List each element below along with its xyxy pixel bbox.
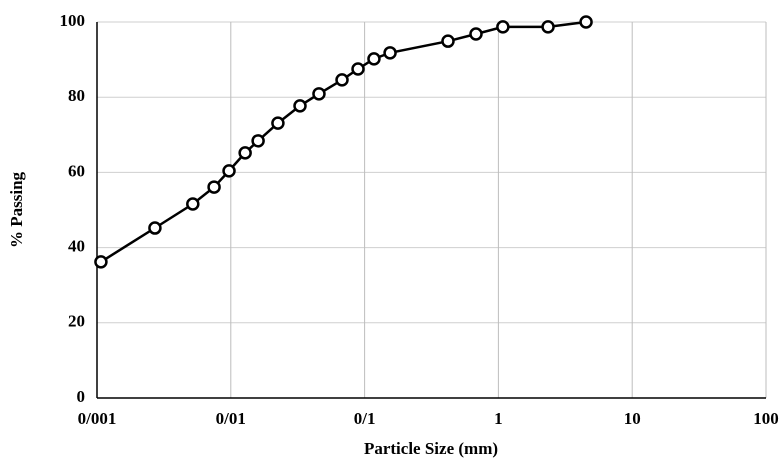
data-point bbox=[207, 180, 221, 194]
data-point bbox=[335, 73, 349, 87]
x-tick-label: 10 bbox=[624, 409, 641, 428]
x-tick-label: 0/1 bbox=[354, 409, 376, 428]
data-point bbox=[271, 116, 285, 130]
data-point bbox=[541, 20, 555, 34]
y-axis-label: % Passing bbox=[7, 171, 26, 248]
data-point bbox=[293, 99, 307, 113]
data-point bbox=[496, 20, 510, 34]
y-tick-label: 40 bbox=[68, 237, 85, 256]
x-tick-label: 0/001 bbox=[78, 409, 117, 428]
data-point bbox=[441, 34, 455, 48]
y-tick-label: 100 bbox=[60, 11, 86, 30]
data-point bbox=[312, 87, 326, 101]
x-tick-label: 100 bbox=[753, 409, 779, 428]
data-line bbox=[100, 20, 587, 263]
x-axis-label: Particle Size (mm) bbox=[364, 439, 498, 458]
y-tick-label: 0 bbox=[77, 387, 86, 406]
y-tick-label: 80 bbox=[68, 86, 85, 105]
data-point bbox=[251, 134, 265, 148]
data-point bbox=[94, 255, 108, 269]
data-point bbox=[579, 15, 593, 29]
y-tick-label: 60 bbox=[68, 161, 85, 180]
data-point bbox=[186, 197, 200, 211]
data-point bbox=[238, 146, 252, 160]
data-point bbox=[469, 27, 483, 41]
data-point bbox=[351, 62, 365, 76]
data-point bbox=[148, 221, 162, 235]
data-point bbox=[222, 164, 236, 178]
y-tick-label: 20 bbox=[68, 312, 85, 331]
data-point bbox=[383, 46, 397, 60]
x-tick-label: 1 bbox=[494, 409, 503, 428]
x-tick-label: 0/01 bbox=[216, 409, 246, 428]
data-point bbox=[367, 52, 381, 66]
